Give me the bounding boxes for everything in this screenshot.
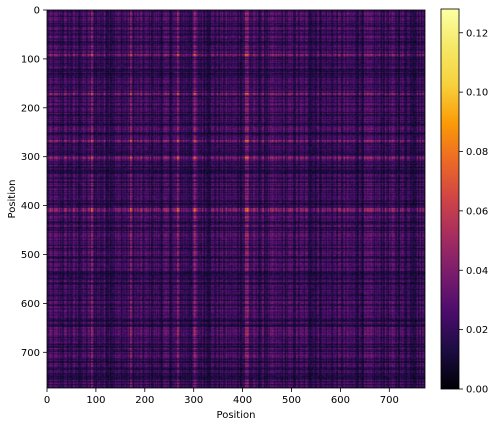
y-tick-label: 100 [21, 54, 40, 65]
y-tick-label: 200 [21, 103, 40, 114]
y-tick-label: 600 [21, 299, 40, 310]
x-tick-label: 100 [86, 395, 105, 406]
y-tick-label: 0 [34, 6, 40, 17]
y-axis: 0 100 200 300 400 500 600 700 [21, 6, 47, 359]
colorbar-tick-label: 0.12 [466, 28, 488, 39]
colorbar-tick-label: 0.00 [466, 385, 488, 396]
x-tick-label: 600 [331, 395, 350, 406]
x-tick-label: 0 [44, 395, 50, 406]
x-axis: 0 100 200 300 400 500 600 700 [44, 388, 399, 406]
colorbar: 0.00 0.02 0.04 0.06 0.08 0.10 0.12 [440, 8, 488, 396]
x-tick-label: 400 [233, 395, 252, 406]
colorbar-ticks: 0.00 0.02 0.04 0.06 0.08 0.10 0.12 [459, 28, 488, 396]
x-axis-label: Position [217, 410, 256, 421]
y-tick-label: 300 [21, 152, 40, 163]
x-tick-label: 500 [282, 395, 301, 406]
colorbar-tick-label: 0.08 [466, 147, 488, 158]
x-tick-label: 700 [380, 395, 399, 406]
colorbar-tick-label: 0.02 [466, 325, 488, 336]
x-tick-label: 200 [135, 395, 154, 406]
colorbar-gradient [440, 8, 460, 390]
heatmap-plot [46, 9, 426, 389]
y-tick-label: 400 [21, 201, 40, 212]
colorbar-tick-label: 0.04 [466, 266, 488, 277]
heatmap-image [47, 10, 425, 388]
x-tick-label: 300 [184, 395, 203, 406]
colorbar-tick-label: 0.10 [466, 88, 488, 99]
y-axis-label: Position [7, 180, 18, 219]
y-tick-label: 700 [21, 348, 40, 359]
colorbar-tick-label: 0.06 [466, 206, 488, 217]
plot-frame [46, 9, 426, 389]
y-tick-label: 500 [21, 250, 40, 261]
